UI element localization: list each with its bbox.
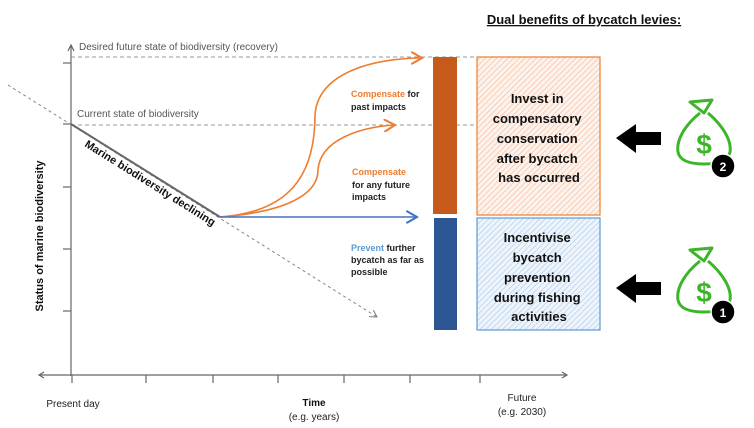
compensation-bar [433,57,457,214]
trend-label: Marine biodiversity declining [82,138,217,229]
annotation-past-line2: past impacts [351,102,406,112]
x-axis [37,371,569,383]
declining-line [70,123,221,218]
annotation-future: Compensate [352,167,406,177]
money-bag-icon: $ [676,98,732,166]
annotation-future-line2: for any future [352,180,410,190]
prevent-box [476,217,601,331]
annotation-prevent-line2: bycatch as far as [351,255,424,265]
annotation-prevent: Prevent further [351,243,416,253]
badge-1: 1 [710,299,736,325]
prevention-bar [434,218,457,330]
diagram-title: Dual benefits of bycatch levies: [487,12,681,27]
annotation-prevent-line3: possible [351,267,388,277]
badge-2: 2 [710,153,736,179]
annotation-past: Compensate for [351,89,420,99]
compensate-box-text: Invest in compensatory conservation afte… [493,91,586,185]
x-label-time: Time [302,398,326,409]
arrow-left-icon [616,274,661,303]
compensate-past-arrow [219,58,422,218]
x-label-present: Present day [46,399,99,410]
x-label-future: Future [508,393,537,404]
money-bag-icon: $ [676,246,732,314]
svg-text:2: 2 [720,160,727,174]
annotation-future-line3: impacts [352,192,386,202]
svg-text:1: 1 [720,306,727,320]
svg-text:$: $ [696,277,712,308]
compensate-box [476,56,601,216]
current-state-label: Current state of biodiversity [77,109,199,120]
svg-text:$: $ [696,129,712,160]
compensate-future-arrow [219,125,395,218]
prevent-box-text: Incentivise bycatch prevention during fi… [494,230,584,324]
y-axis [63,43,75,376]
x-label-time-sub: (e.g. years) [289,412,340,423]
desired-state-label: Desired future state of biodiversity (re… [79,42,278,53]
y-axis-label: Status of marine biodiversity [34,160,46,312]
arrow-left-icon [616,124,661,153]
x-label-future-sub: (e.g. 2030) [498,407,546,418]
